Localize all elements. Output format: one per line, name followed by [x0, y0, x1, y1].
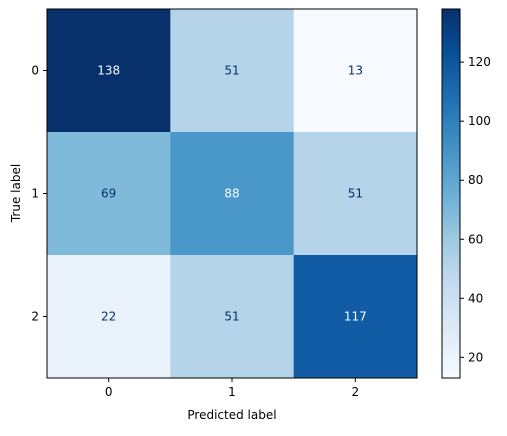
heatmap-cell: [47, 132, 171, 256]
x-axis-ticks: 0 1 2: [105, 378, 359, 399]
x-tick-label: 1: [228, 385, 236, 399]
cell-value-label: 117: [344, 310, 367, 324]
cell-value-label: 22: [101, 310, 116, 324]
colorbar-tick-label: 100: [468, 114, 491, 128]
heatmap-cell: [47, 9, 171, 133]
y-axis-ticks: 0 1 2: [31, 64, 47, 324]
x-tick-label: 2: [352, 385, 360, 399]
colorbar-tick-label: 80: [468, 173, 483, 187]
heatmap-cell: [293, 9, 418, 133]
y-tick-label: 1: [31, 187, 39, 201]
colorbar: [441, 8, 461, 379]
cell-value-label: 51: [224, 310, 239, 324]
heatmap-cell: [47, 255, 171, 379]
colorbar-tick-label: 120: [468, 55, 491, 69]
y-tick-label: 0: [31, 64, 39, 78]
colorbar-tick-label: 20: [468, 350, 483, 364]
heatmap-cell: [170, 132, 295, 256]
x-tick-label: 0: [105, 385, 113, 399]
heatmap-cells: [47, 9, 418, 379]
cell-value-label: 13: [348, 64, 363, 78]
heatmap-cell: [293, 132, 418, 256]
cell-value-label: 69: [101, 187, 116, 201]
colorbar-tick-label: 60: [468, 232, 483, 246]
cell-value-label: 51: [224, 64, 239, 78]
cell-value-label: 138: [97, 64, 120, 78]
y-axis-label: True label: [9, 164, 23, 223]
heatmap-cell: [170, 255, 295, 379]
heatmap-cell-labels: 138 51 13 69 88 51 22 51 117: [97, 64, 367, 324]
heatmap-cell: [293, 255, 418, 379]
x-axis-label: Predicted label: [187, 408, 276, 422]
cell-value-label: 51: [348, 187, 363, 201]
colorbar-ticks: 20 40 60 80 100 120: [460, 55, 491, 364]
heatmap-cell: [170, 9, 295, 133]
cell-value-label: 88: [224, 187, 239, 201]
y-tick-label: 2: [31, 310, 39, 324]
colorbar-tick-label: 40: [468, 291, 483, 305]
